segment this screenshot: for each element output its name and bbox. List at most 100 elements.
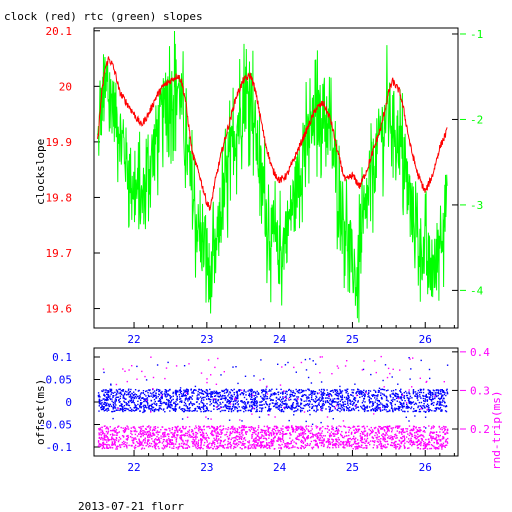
scatter-point (149, 433, 152, 435)
scatter-point (272, 392, 274, 395)
scatter-point (419, 377, 421, 379)
scatter-point (411, 433, 413, 436)
scatter-point (228, 393, 230, 395)
scatter-point (141, 432, 144, 434)
scatter-point (187, 410, 189, 412)
scatter-point (213, 405, 215, 407)
scatter-point (428, 407, 430, 409)
scatter-point (413, 442, 415, 444)
scatter-point (189, 434, 191, 436)
scatter-point (287, 425, 290, 428)
scatter-point (165, 396, 167, 398)
scatter-point (190, 435, 192, 438)
scatter-point (103, 439, 106, 441)
scatter-point (198, 428, 200, 430)
scatter-point (408, 401, 410, 403)
scatter-point (218, 445, 220, 447)
scatter-point (122, 368, 124, 370)
scatter-point (409, 432, 411, 434)
scatter-point (375, 426, 377, 429)
scatter-point (277, 398, 279, 400)
scatter-point (249, 409, 251, 411)
scatter-point (321, 396, 323, 398)
scatter-point (142, 444, 144, 447)
scatter-point (390, 403, 392, 405)
scatter-point (258, 410, 261, 412)
scatter-point (381, 388, 383, 390)
scatter-point (262, 389, 265, 391)
scatter-point (142, 433, 144, 435)
scatter-point (139, 436, 142, 438)
scatter-point (428, 438, 430, 440)
scatter-point (247, 402, 249, 405)
scatter-point (370, 426, 372, 429)
scatter-point (347, 438, 349, 441)
scatter-point (200, 406, 203, 408)
scatter-point (433, 437, 435, 439)
scatter-point (394, 426, 397, 429)
scatter-point (400, 428, 402, 430)
scatter-point (142, 411, 144, 414)
scatter-point (192, 442, 194, 445)
scatter-point (221, 444, 223, 447)
scatter-point (154, 429, 156, 431)
top-ylabel: clockslope (34, 139, 47, 205)
scatter-point (313, 439, 315, 442)
scatter-point (123, 445, 125, 448)
scatter-point (228, 437, 230, 439)
scatter-point (219, 444, 222, 446)
scatter-point (168, 427, 170, 430)
scatter-point (131, 365, 133, 367)
scatter-point (217, 393, 219, 395)
scatter-point (132, 426, 134, 428)
scatter-point (397, 397, 400, 400)
scatter-point (114, 407, 117, 409)
scatter-point (329, 393, 331, 395)
scatter-point (339, 407, 342, 410)
scatter-point (263, 399, 265, 401)
scatter-point (375, 371, 377, 374)
scatter-point (335, 392, 338, 394)
scatter-point (175, 365, 178, 367)
scatter-point (271, 388, 273, 390)
scatter-point (416, 436, 419, 438)
scatter-point (430, 391, 432, 393)
scatter-point (363, 430, 366, 432)
scatter-point (420, 434, 423, 436)
scatter-point (442, 397, 445, 399)
scatter-point (204, 441, 206, 444)
scatter-point (139, 396, 141, 398)
scatter-point (437, 394, 439, 397)
scatter-point (109, 434, 112, 436)
scatter-point (106, 408, 108, 410)
scatter-point (211, 391, 213, 393)
scatter-point (347, 404, 349, 406)
scatter-point (166, 406, 169, 408)
scatter-point (245, 406, 248, 409)
scatter-point (134, 427, 136, 430)
scatter-point (213, 390, 215, 392)
scatter-point (312, 399, 314, 401)
scatter-point (330, 431, 333, 433)
scatter-point (120, 392, 122, 395)
scatter-point (382, 445, 385, 448)
scatter-point (299, 409, 302, 411)
scatter-point (273, 405, 276, 407)
scatter-point (233, 437, 235, 439)
scatter-point (374, 432, 377, 434)
scatter-point (165, 393, 167, 395)
scatter-point (238, 436, 240, 438)
scatter-point (99, 400, 101, 403)
scatter-point (363, 425, 365, 427)
scatter-point (374, 434, 376, 437)
scatter-point (322, 442, 324, 444)
scatter-point (197, 398, 199, 401)
scatter-point (308, 397, 310, 399)
scatter-point (172, 436, 174, 438)
scatter-point (198, 394, 200, 396)
scatter-point (105, 444, 108, 446)
scatter-point (271, 394, 273, 396)
scatter-point (344, 435, 346, 437)
scatter-point (284, 407, 286, 410)
scatter-point (255, 438, 257, 440)
